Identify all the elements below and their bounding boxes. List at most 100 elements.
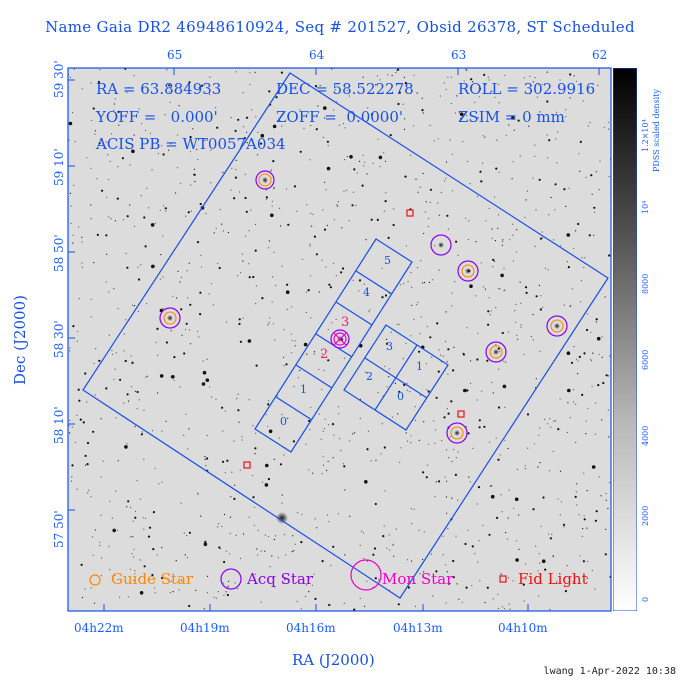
background-star xyxy=(133,225,136,227)
background-star xyxy=(501,241,503,243)
background-star xyxy=(94,394,96,396)
background-star xyxy=(157,354,159,356)
background-star xyxy=(382,535,385,538)
background-star xyxy=(157,392,159,394)
background-star xyxy=(404,118,406,120)
background-star xyxy=(100,514,102,516)
background-star xyxy=(453,448,455,451)
background-star xyxy=(244,235,247,237)
background-star xyxy=(547,269,549,271)
background-star xyxy=(270,170,272,172)
background-star xyxy=(431,356,433,358)
background-star xyxy=(260,550,262,552)
background-star xyxy=(484,136,486,138)
background-star xyxy=(93,362,95,365)
background-star xyxy=(443,82,445,84)
chip-label-s1: 1 xyxy=(300,383,307,396)
bright-star xyxy=(554,323,560,329)
background-star xyxy=(573,247,575,249)
background-star xyxy=(133,305,136,307)
background-star xyxy=(199,291,202,294)
background-star xyxy=(591,193,593,195)
background-star xyxy=(234,176,237,179)
background-star xyxy=(140,433,143,436)
background-star xyxy=(162,276,164,278)
background-star xyxy=(427,390,430,393)
background-star xyxy=(200,266,203,268)
background-star xyxy=(144,129,147,131)
background-star xyxy=(337,406,339,408)
background-star xyxy=(369,309,371,311)
background-star xyxy=(406,382,408,385)
background-star xyxy=(81,88,83,90)
background-star xyxy=(318,413,320,415)
background-star xyxy=(370,218,373,221)
background-star xyxy=(312,472,314,474)
background-star xyxy=(344,159,346,161)
background-star xyxy=(310,317,312,319)
background-star xyxy=(271,200,273,202)
background-star xyxy=(327,424,330,426)
background-star xyxy=(495,167,498,170)
background-star xyxy=(208,293,210,295)
background-star xyxy=(112,353,114,355)
background-star xyxy=(384,160,387,162)
background-star xyxy=(388,376,390,378)
background-star xyxy=(565,109,567,111)
background-star xyxy=(180,182,182,184)
background-star xyxy=(241,436,243,438)
background-star xyxy=(130,536,132,538)
background-star xyxy=(95,348,97,350)
background-star xyxy=(512,260,514,262)
background-star xyxy=(285,188,288,190)
background-star xyxy=(539,350,541,352)
background-star xyxy=(485,220,487,222)
background-star xyxy=(226,459,229,462)
background-star xyxy=(115,417,117,419)
background-star xyxy=(413,74,415,76)
legend-fid-label: Fid Light xyxy=(518,570,588,588)
background-star xyxy=(224,472,226,474)
background-star xyxy=(187,297,189,299)
background-star xyxy=(359,160,361,162)
background-star xyxy=(362,76,364,78)
background-star xyxy=(264,550,266,552)
background-star xyxy=(99,69,101,71)
background-star xyxy=(279,207,281,209)
background-star xyxy=(391,416,393,418)
background-star xyxy=(290,352,293,354)
background-star xyxy=(230,117,232,119)
background-star xyxy=(136,480,138,482)
background-star xyxy=(283,533,286,536)
background-star xyxy=(435,481,437,483)
background-star xyxy=(495,344,497,346)
background-star xyxy=(573,75,575,77)
background-star xyxy=(563,188,566,191)
background-star xyxy=(226,321,228,323)
background-star xyxy=(440,191,442,194)
background-star xyxy=(597,84,599,86)
background-star xyxy=(354,432,356,434)
background-star xyxy=(469,183,471,185)
background-star xyxy=(365,239,367,241)
background-star xyxy=(90,218,92,220)
background-star xyxy=(452,190,454,192)
background-star xyxy=(400,447,402,449)
background-star xyxy=(305,443,307,445)
background-star xyxy=(151,264,155,269)
background-star xyxy=(90,496,92,498)
background-star xyxy=(419,186,421,188)
background-star xyxy=(491,237,493,239)
background-star xyxy=(108,545,110,547)
background-star xyxy=(69,347,71,349)
background-star xyxy=(74,441,77,443)
background-star xyxy=(508,489,510,491)
background-star xyxy=(519,281,521,283)
background-star xyxy=(393,208,395,210)
background-star xyxy=(358,279,362,282)
background-star xyxy=(272,276,274,278)
background-star xyxy=(582,528,584,530)
background-star xyxy=(321,473,323,475)
background-star xyxy=(607,507,609,510)
background-star xyxy=(283,365,285,367)
